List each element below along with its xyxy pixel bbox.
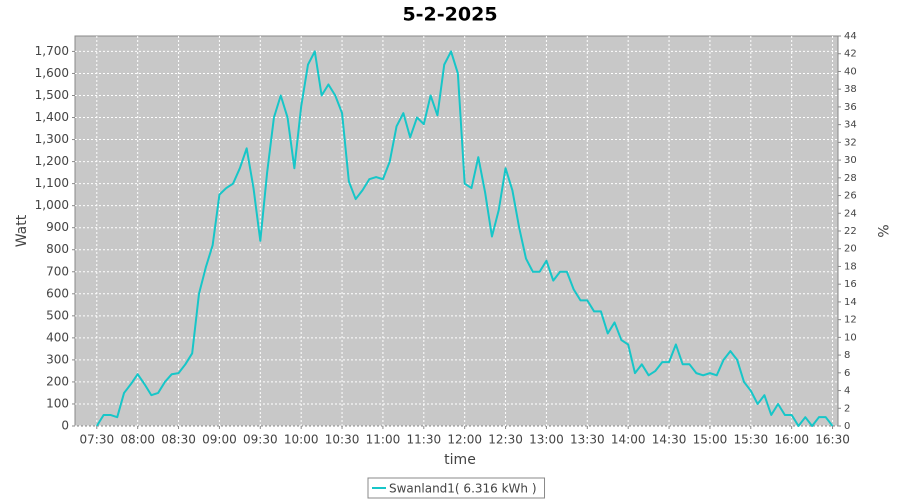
x-tick-label: 13:30 — [570, 433, 605, 447]
y-tick-label: 1,300 — [35, 132, 69, 146]
x-tick-label: 11:30 — [407, 433, 442, 447]
y2-tick-label: 40 — [844, 66, 857, 77]
y-axis-label: Watt — [14, 214, 30, 247]
y-tick-label: 900 — [46, 220, 69, 234]
y2-tick-label: 16 — [844, 279, 857, 290]
x-tick-label: 13:00 — [529, 433, 564, 447]
chart-title: 5-2-2025 — [402, 4, 497, 26]
x-axis-label: time — [444, 452, 476, 468]
y-tick-label: 800 — [46, 242, 69, 256]
y-tick-label: 300 — [46, 352, 69, 366]
y-tick-label: 600 — [46, 286, 69, 300]
y-tick-label: 100 — [46, 396, 69, 410]
x-tick-label: 12:30 — [488, 433, 523, 447]
x-tick-label: 14:00 — [611, 433, 646, 447]
y2-tick-label: 30 — [844, 155, 857, 166]
y2-tick-label: 10 — [844, 332, 857, 343]
y-tick-label: 200 — [46, 374, 69, 388]
y2-tick-label: 42 — [844, 49, 857, 60]
y-tick-label: 1,500 — [35, 88, 69, 102]
y2-tick-label: 38 — [844, 84, 857, 95]
y-tick-label: 0 — [61, 419, 69, 433]
y2-tick-label: 14 — [844, 297, 857, 308]
y-tick-label: 1,400 — [35, 110, 69, 124]
y2-tick-label: 32 — [844, 137, 857, 148]
y2-tick-label: 26 — [844, 191, 857, 202]
y2-tick-label: 8 — [844, 350, 850, 361]
x-tick-label: 16:30 — [815, 433, 850, 447]
x-tick-label: 15:00 — [693, 433, 728, 447]
legend-label: Swanland1( 6.316 kWh ) — [389, 482, 537, 496]
y2-tick-label: 2 — [844, 403, 850, 414]
y2-tick-label: 20 — [844, 244, 857, 255]
y2-tick-label: 44 — [844, 31, 857, 42]
y-tick-label: 1,600 — [35, 66, 69, 80]
x-tick-label: 09:00 — [202, 433, 237, 447]
y2-tick-label: 4 — [844, 386, 850, 397]
x-tick-label: 15:30 — [734, 433, 769, 447]
y-tick-label: 1,000 — [35, 198, 69, 212]
y2-tick-label: 28 — [844, 173, 857, 184]
y-tick-label: 400 — [46, 330, 69, 344]
x-tick-label: 08:30 — [161, 433, 196, 447]
y2-tick-label: 6 — [844, 368, 850, 379]
y2-tick-label: 36 — [844, 102, 857, 113]
x-tick-label: 14:30 — [652, 433, 687, 447]
y2-tick-label: 34 — [844, 120, 857, 131]
x-tick-label: 09:30 — [243, 433, 278, 447]
y-tick-label: 500 — [46, 308, 69, 322]
x-tick-label: 08:00 — [120, 433, 155, 447]
y2-axis-label: % — [874, 224, 890, 237]
legend: Swanland1( 6.316 kWh ) — [367, 477, 546, 499]
x-tick-label: 16:00 — [774, 433, 809, 447]
y2-tick-label: 12 — [844, 315, 857, 326]
y-tick-label: 1,700 — [35, 44, 69, 58]
y-tick-label: 1,100 — [35, 176, 69, 190]
y2-tick-label: 18 — [844, 261, 857, 272]
legend-box — [367, 477, 546, 499]
x-tick-label: 10:30 — [325, 433, 360, 447]
plot-area — [74, 35, 839, 427]
x-tick-label: 11:00 — [366, 433, 401, 447]
x-tick-label: 12:00 — [447, 433, 482, 447]
x-tick-label: 10:00 — [284, 433, 319, 447]
x-tick-label: 07:30 — [80, 433, 115, 447]
y2-tick-label: 22 — [844, 226, 857, 237]
y2-tick-label: 0 — [844, 421, 850, 432]
y-tick-label: 1,200 — [35, 154, 69, 168]
y2-tick-label: 24 — [844, 208, 857, 219]
y-tick-label: 700 — [46, 264, 69, 278]
data-line — [95, 50, 834, 427]
